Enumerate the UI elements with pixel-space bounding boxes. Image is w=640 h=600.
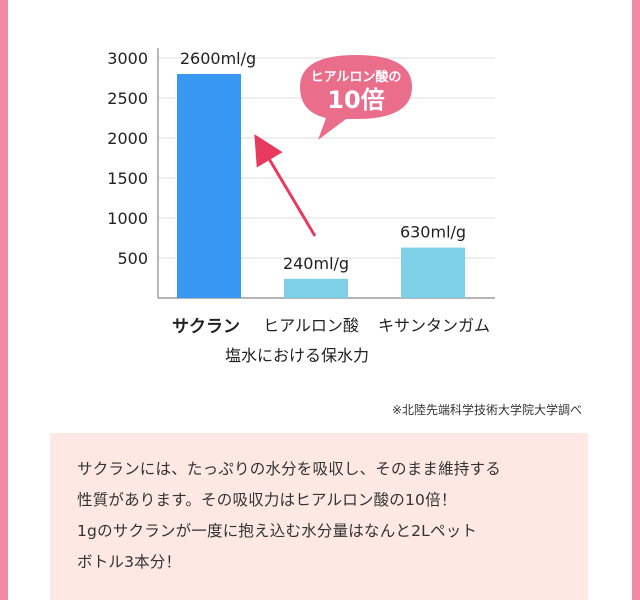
callout-line1: ヒアルロン酸の	[311, 69, 402, 85]
description-line: 性質があります。その吸収力はヒアルロン酸の10倍！	[77, 491, 457, 509]
data-label: 2600ml/g	[180, 49, 256, 68]
callout-bubble: ヒアルロン酸の 10倍	[300, 55, 412, 140]
source-note: ※北陸先端科学技術大学院大学調べ	[391, 403, 582, 417]
bar-2	[401, 247, 465, 298]
comparison-arrow	[254, 134, 317, 237]
description-line: ボトル3本分！	[77, 553, 182, 571]
data-label: 240ml/g	[283, 254, 349, 273]
description-box: サクランには、たっぷりの水分を吸収し、そのまま維持する 性質があります。その吸収…	[50, 433, 588, 600]
description-line: サクランには、たっぷりの水分を吸収し、そのまま維持する	[77, 460, 501, 478]
y-tick-label: 3000	[107, 49, 148, 68]
water-retention-chart: 500 1000 1500 2000 2500 3000 2600ml/g 240ml/g 6…	[107, 48, 495, 299]
y-tick-label: 2000	[107, 129, 148, 148]
data-label: 630ml/g	[400, 223, 466, 242]
category-label-xanthan: キサンタンガム	[377, 316, 491, 335]
callout-line2: 10倍	[327, 86, 384, 114]
chart-caption: 塩水における保水力	[224, 346, 370, 365]
y-tick-label: 1000	[107, 209, 148, 228]
category-label-hyaluronic: ヒアルロン酸	[263, 316, 359, 335]
bar-0	[177, 74, 241, 298]
y-tick-label: 500	[117, 249, 148, 268]
y-tick-label: 1500	[107, 169, 148, 188]
bar-1	[284, 278, 348, 298]
category-label-sacran: サクラン	[172, 317, 240, 337]
description-line: 1gのサクランが一度に抱え込む水分量はなんと2Lペット	[77, 522, 478, 540]
y-tick-label: 2500	[107, 89, 148, 108]
